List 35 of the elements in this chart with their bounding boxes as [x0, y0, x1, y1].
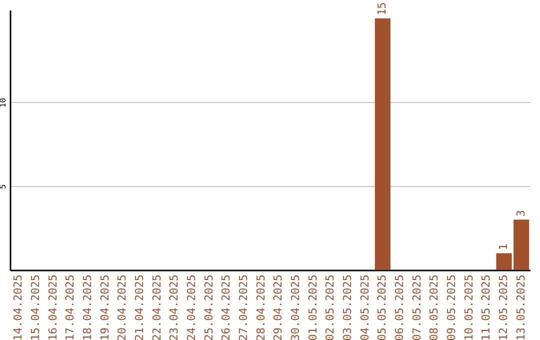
x-tick-label: 20.04.2025 — [116, 274, 129, 340]
x-tick-label: 02.05.2025 — [324, 274, 337, 340]
x-tick-label: 23.04.2025 — [168, 274, 181, 340]
x-tick-label: 29.04.2025 — [272, 274, 285, 340]
x-tick-label: 14.04.2025 — [12, 274, 25, 340]
x-tick-label: 05.05.2025 — [376, 274, 389, 340]
x-tick-label: 27.04.2025 — [237, 274, 250, 340]
x-tick-label: 28.04.2025 — [254, 274, 268, 340]
x-tick-label: 08.05.2025 — [428, 274, 441, 340]
data-label: 1 — [497, 244, 510, 250]
data-label: 3 — [514, 210, 528, 217]
y-tick-label: 5 — [0, 184, 8, 190]
x-tick-label: 11.05.2025 — [480, 274, 493, 340]
x-tick-label: 25.04.2025 — [202, 274, 216, 340]
data-label: 15 — [376, 2, 389, 16]
bar — [374, 18, 390, 270]
x-tick-label: 12.05.2025 — [497, 274, 510, 340]
x-tick-label: 21.04.2025 — [133, 274, 146, 340]
x-tick-label: 15.04.2025 — [29, 274, 42, 340]
x-tick-label: 30.04.2025 — [289, 274, 302, 340]
x-tick-label: 06.05.2025 — [393, 274, 406, 340]
x-tick-label: 10.05.2025 — [462, 274, 476, 340]
x-tick-label: 24.04.2025 — [185, 274, 198, 340]
x-tick-label: 16.04.2025 — [46, 274, 60, 340]
x-tick-label: 04.05.2025 — [358, 274, 372, 340]
x-tick-label: 01.05.2025 — [306, 274, 320, 340]
x-tick-label: 26.04.2025 — [220, 274, 233, 340]
x-tick-label: 09.05.2025 — [445, 274, 458, 340]
x-tick-label: 22.04.2025 — [150, 274, 164, 340]
x-tick-label: 18.04.2025 — [81, 274, 94, 340]
x-tick-label: 03.05.2025 — [341, 274, 354, 340]
x-tick-label: 19.04.2025 — [98, 274, 112, 340]
x-tick-label: 07.05.2025 — [410, 274, 424, 340]
x-tick-label: 13.05.2025 — [514, 274, 528, 340]
x-tick-label: 17.04.2025 — [64, 274, 77, 340]
